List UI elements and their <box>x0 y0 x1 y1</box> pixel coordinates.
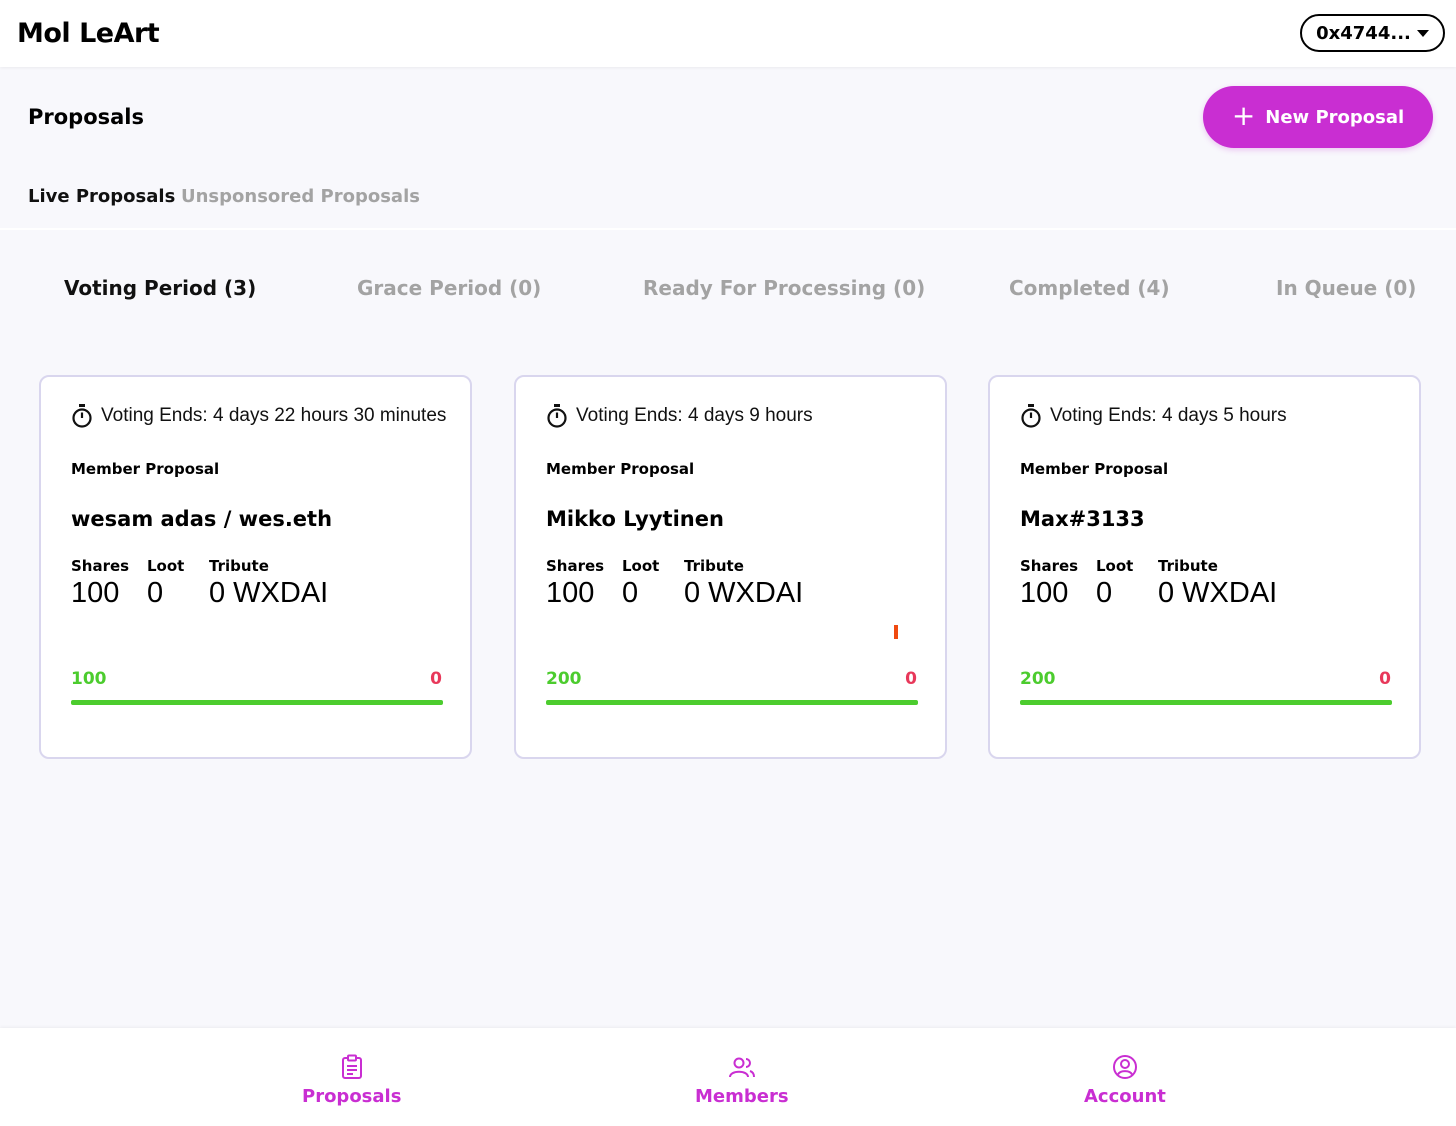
nav-account-label: Account <box>1084 1086 1166 1107</box>
subtab-voting-period[interactable]: Voting Period (3) <box>64 276 257 300</box>
shares-value: 100 <box>1020 577 1069 609</box>
app-title: Mol LeArt <box>17 18 160 49</box>
voting-ends-text: Voting Ends: 4 days 5 hours <box>1050 405 1287 426</box>
nav-members-label: Members <box>695 1086 789 1107</box>
timer-icon <box>72 404 92 428</box>
yes-votes: 100 <box>71 669 107 689</box>
vote-bar <box>1020 700 1392 705</box>
shares-label: Shares <box>71 557 130 575</box>
loot-stat: Loot 0 <box>147 557 184 610</box>
caret-down-icon <box>1416 29 1429 37</box>
loot-value: 0 <box>622 577 639 609</box>
account-dropdown-button[interactable]: 0x4744... <box>1300 14 1445 52</box>
proposal-card[interactable]: Voting Ends: 4 days 5 hours Member Propo… <box>988 375 1421 759</box>
vote-bar <box>71 700 443 705</box>
shares-value: 100 <box>546 577 595 609</box>
proposal-applicant: Max#3133 <box>1020 507 1145 531</box>
yes-votes: 200 <box>546 669 582 689</box>
tribute-value: 0 WXDAI <box>209 577 329 609</box>
timer-icon <box>547 404 567 428</box>
users-icon <box>728 1057 755 1078</box>
vote-marker <box>894 625 898 639</box>
shares-stat: Shares 100 <box>1020 557 1078 610</box>
nav-proposals-label: Proposals <box>302 1086 402 1107</box>
timer-icon <box>1021 404 1041 428</box>
plus-icon: + <box>1231 98 1256 132</box>
vote-bar-fill <box>71 700 443 705</box>
subtab-in-queue[interactable]: In Queue (0) <box>1276 276 1417 300</box>
page-title: Proposals <box>28 105 145 129</box>
tab-live-proposals[interactable]: Live Proposals <box>28 186 176 207</box>
new-proposal-button[interactable]: + New Proposal <box>1203 86 1433 148</box>
voting-ends: Voting Ends: 4 days 5 hours <box>1020 404 1287 428</box>
voting-ends: Voting Ends: 4 days 22 hours 30 minutes <box>71 404 446 428</box>
nav-members[interactable]: Members <box>695 1054 789 1107</box>
tribute-label: Tribute <box>209 557 269 575</box>
shares-value: 100 <box>71 577 120 609</box>
loot-stat: Loot 0 <box>1096 557 1133 610</box>
shares-label: Shares <box>546 557 605 575</box>
vote-bar-fill <box>546 700 918 705</box>
loot-value: 0 <box>147 577 164 609</box>
vote-bar-fill <box>1020 700 1392 705</box>
shares-stat: Shares 100 <box>546 557 604 610</box>
yes-votes: 200 <box>1020 669 1056 689</box>
no-votes: 0 <box>905 669 917 689</box>
proposal-type: Member Proposal <box>546 460 695 478</box>
tribute-value: 0 WXDAI <box>1158 577 1278 609</box>
tab-unsponsored-proposals[interactable]: Unsponsored Proposals <box>181 186 420 207</box>
shares-stat: Shares 100 <box>71 557 129 610</box>
proposal-type: Member Proposal <box>71 460 220 478</box>
voting-ends: Voting Ends: 4 days 9 hours <box>546 404 813 428</box>
user-circle-icon <box>1112 1055 1137 1079</box>
top-bar: Mol LeArt 0x4744... <box>0 0 1456 67</box>
loot-label: Loot <box>147 557 185 575</box>
loot-label: Loot <box>622 557 660 575</box>
tribute-label: Tribute <box>684 557 744 575</box>
tab-divider <box>0 228 1456 230</box>
nav-proposals[interactable]: Proposals <box>302 1054 401 1107</box>
loot-stat: Loot 0 <box>622 557 659 610</box>
bottom-nav <box>0 1028 1456 1126</box>
voting-ends-text: Voting Ends: 4 days 22 hours 30 minutes <box>101 405 447 426</box>
vote-bar <box>546 700 918 705</box>
proposal-card[interactable]: Voting Ends: 4 days 22 hours 30 minutes … <box>39 375 472 759</box>
subtab-ready-for-processing[interactable]: Ready For Processing (0) <box>643 276 926 300</box>
tribute-stat: Tribute 0 WXDAI <box>684 557 803 610</box>
nav-account[interactable]: Account <box>1084 1054 1166 1107</box>
tribute-stat: Tribute 0 WXDAI <box>1158 557 1277 610</box>
new-proposal-label: New Proposal <box>1265 106 1405 128</box>
subtab-grace-period[interactable]: Grace Period (0) <box>357 276 542 300</box>
no-votes: 0 <box>430 669 442 689</box>
tribute-label: Tribute <box>1158 557 1218 575</box>
loot-value: 0 <box>1096 577 1113 609</box>
loot-label: Loot <box>1096 557 1134 575</box>
clipboard-icon <box>341 1054 362 1079</box>
proposal-card[interactable]: Voting Ends: 4 days 9 hours Member Propo… <box>514 375 947 759</box>
tribute-stat: Tribute 0 WXDAI <box>209 557 328 610</box>
tribute-value: 0 WXDAI <box>684 577 804 609</box>
account-address: 0x4744... <box>1316 22 1411 44</box>
voting-ends-text: Voting Ends: 4 days 9 hours <box>576 405 813 426</box>
shares-label: Shares <box>1020 557 1079 575</box>
no-votes: 0 <box>1379 669 1391 689</box>
proposal-type: Member Proposal <box>1020 460 1169 478</box>
subtab-completed[interactable]: Completed (4) <box>1009 276 1170 300</box>
proposal-applicant: Mikko Lyytinen <box>546 507 724 531</box>
proposal-applicant: wesam adas / wes.eth <box>71 507 333 531</box>
